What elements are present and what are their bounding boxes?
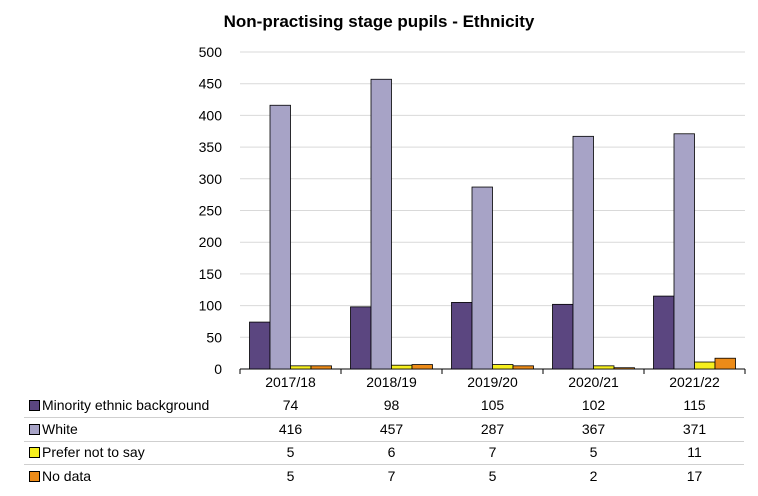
- table-cell: 7: [488, 444, 497, 460]
- y-tick-label: 350: [199, 139, 223, 155]
- table-cell: 416: [278, 420, 303, 437]
- table-divider: [24, 417, 744, 418]
- series-label: White: [42, 420, 78, 437]
- table-cell: 11: [687, 444, 702, 460]
- table-divider: [24, 440, 744, 442]
- x-tick-label: 2019/20: [467, 374, 518, 390]
- table-cell: 5: [286, 444, 295, 460]
- legend-swatch: [29, 400, 40, 411]
- table-cell: 7: [387, 467, 396, 484]
- legend-swatch: [29, 423, 40, 435]
- y-axis-ticks: 0 50 100 150 200 250 300 350 400 450 500: [199, 44, 223, 377]
- table-cell: 2: [589, 467, 598, 484]
- x-tick-label: 2021/22: [669, 374, 720, 390]
- legend-swatch: [29, 470, 40, 482]
- bar: [370, 78, 392, 370]
- bar: [310, 365, 332, 370]
- series-label: Prefer not to say: [42, 444, 145, 460]
- y-tick-label: 300: [199, 171, 223, 187]
- y-tick-label: 150: [199, 266, 223, 282]
- bar: [593, 365, 615, 370]
- bar: [249, 321, 271, 370]
- table-cell: 5: [488, 467, 497, 484]
- series-label: No data: [42, 467, 92, 484]
- table-cell: 6: [387, 444, 396, 460]
- y-tick-label: 0: [214, 361, 222, 377]
- bar: [471, 186, 493, 370]
- bars: [249, 78, 736, 370]
- table-row: Minority ethnic background 74 98 105 102 115: [24, 394, 744, 418]
- table-row: Prefer not to say 5 6 7 5 11: [24, 441, 744, 465]
- bar: [653, 295, 675, 370]
- bar: [673, 133, 695, 370]
- table-cell: 367: [581, 420, 606, 437]
- y-tick-label: 50: [206, 329, 222, 345]
- table-cell: 102: [581, 397, 606, 413]
- bar: [552, 303, 574, 370]
- bar: [451, 302, 473, 370]
- y-tick-label: 200: [199, 234, 223, 250]
- series-label: Minority ethnic background: [42, 397, 210, 413]
- x-axis-ticks: 2017/18 2018/19 2019/20 2020/21 2021/22: [239, 369, 746, 390]
- y-tick-label: 100: [199, 298, 223, 314]
- table-cell: 457: [379, 420, 404, 437]
- table-row: White 416 457 287 367 371: [24, 418, 744, 442]
- table-cell: 287: [480, 420, 505, 437]
- y-tick-label: 450: [199, 76, 223, 92]
- data-table: Minority ethnic background 74 98 105 102 115 W…: [24, 394, 744, 488]
- table-divider: [24, 464, 744, 465]
- table-cell: 105: [480, 397, 505, 413]
- bar: [512, 365, 534, 370]
- bar: [572, 135, 594, 370]
- bar: [269, 104, 291, 370]
- y-tick-label: 400: [199, 107, 223, 123]
- y-tick-label: 250: [199, 203, 223, 219]
- table-cell: 5: [589, 444, 598, 460]
- table-cell: 371: [682, 420, 707, 437]
- table-cell: 5: [286, 467, 295, 484]
- y-tick-label: 500: [199, 44, 223, 60]
- table-cell: 74: [282, 397, 299, 413]
- bar: [613, 367, 635, 370]
- x-tick-label: 2020/21: [568, 374, 619, 390]
- bar: [391, 364, 413, 370]
- bar: [694, 361, 716, 370]
- bar: [714, 357, 736, 370]
- table-row: No data 5 7 5 2 17: [24, 465, 744, 489]
- x-tick-label: 2017/18: [265, 374, 316, 390]
- bar: [290, 365, 312, 370]
- table-cell: 115: [683, 397, 706, 413]
- table-cell: 98: [383, 397, 400, 413]
- bar: [411, 364, 433, 370]
- bar: [492, 364, 514, 370]
- bar: [350, 306, 372, 370]
- legend-swatch: [29, 447, 40, 458]
- x-tick-label: 2018/19: [366, 374, 417, 390]
- table-cell: 17: [686, 467, 703, 484]
- chart-title: Non-practising stage pupils - Ethnicity: [223, 12, 535, 31]
